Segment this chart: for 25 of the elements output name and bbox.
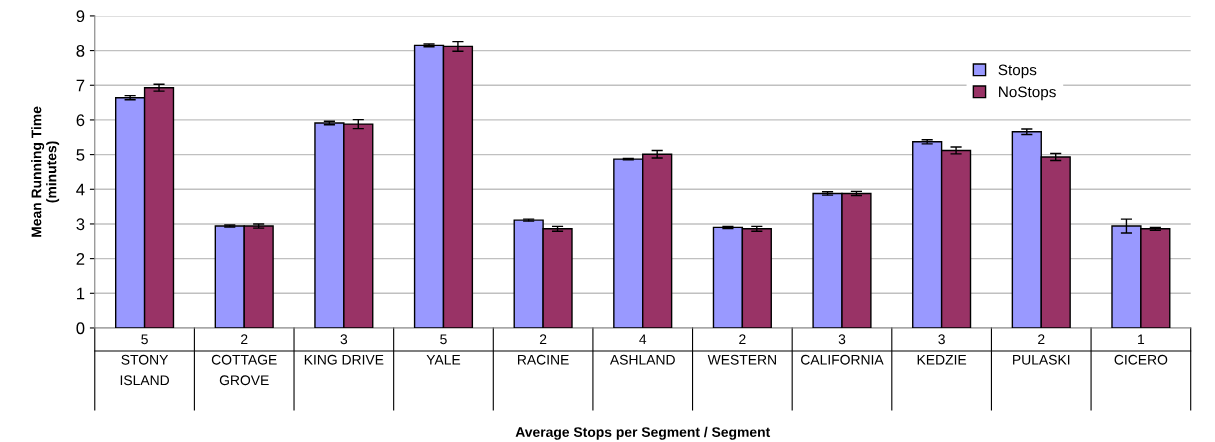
y-tick-label: 1 — [77, 287, 85, 300]
y-axis-title: Mean Running Time (minutes) — [31, 106, 60, 237]
legend-label: NoStops — [999, 86, 1056, 101]
x-tick-label: 3 KING DRIVE — [304, 334, 384, 365]
x-tick-label: 2 PULASKI — [1013, 334, 1070, 365]
y-tick-label: 7 — [76, 79, 85, 92]
y-tick-label: 9 — [76, 10, 85, 23]
x-tick-label: 5 STONY ISLAND — [120, 334, 170, 386]
x-tick-label: 2 WESTERN — [707, 334, 776, 365]
x-tick-label: 4 ASHLAND — [609, 334, 675, 365]
y-tick-label: 5 — [76, 149, 85, 161]
x-tick-label: 3 CALIFORNIA — [801, 334, 884, 365]
x-tick-label: 2 COTTAGE GROVE — [211, 334, 277, 386]
y-tick-label: 4 — [76, 183, 85, 196]
y-tick-label: 2 — [76, 253, 85, 265]
x-tick-label: 2 RACINE — [518, 334, 569, 365]
x-tick-label: 3 KEDZIE — [917, 334, 967, 365]
y-tick-label: 0 — [76, 322, 85, 335]
x-tick-label: 5 YALE — [426, 334, 461, 365]
x-tick-label: 1 CICERO — [1114, 334, 1168, 365]
y-tick-label: 3 — [76, 218, 85, 231]
y-tick-label: 8 — [76, 44, 85, 57]
x-axis-title: Average Stops per Segment / Segment — [515, 426, 771, 440]
y-tick-label: 6 — [76, 114, 85, 127]
legend-label: Stops — [998, 64, 1037, 79]
